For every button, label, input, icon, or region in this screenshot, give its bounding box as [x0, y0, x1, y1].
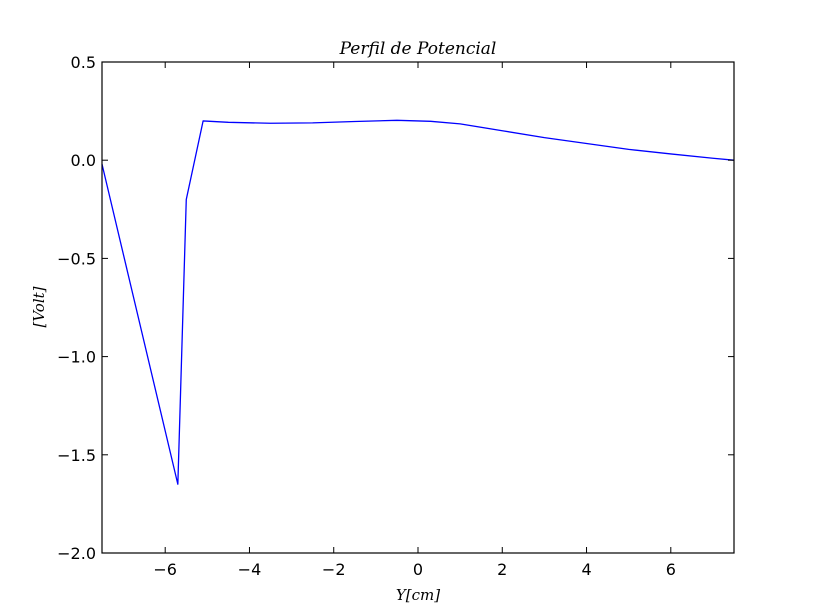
y-tick-label: −2.0 [57, 544, 96, 563]
x-tick-label: −6 [153, 560, 177, 579]
x-tick-label: −4 [238, 560, 262, 579]
y-tick-label: 0.0 [71, 151, 96, 170]
chart-title: Perfil de Potencial [339, 39, 497, 59]
x-tick-label: −2 [322, 560, 346, 579]
y-axis-label: [Volt] [30, 286, 48, 327]
y-tick-label: −0.5 [57, 249, 96, 268]
axes-frame [101, 61, 735, 554]
y-tick-label: −1.0 [57, 348, 96, 367]
x-tick-label: 6 [666, 560, 676, 579]
plot-area: −6 −4 −2 0 2 4 6 0.5 0.0 −0.5 −1.0 −1.5 −2.0 [57, 53, 735, 579]
x-tick-label: 0 [413, 560, 423, 579]
x-tick-label: 2 [497, 560, 507, 579]
y-tick-label: −1.5 [57, 446, 96, 465]
x-tick-label: 4 [581, 560, 591, 579]
series-line-0 [101, 119, 735, 485]
x-axis-label: Y[cm] [396, 586, 440, 604]
y-tick-label: 0.5 [71, 53, 96, 72]
